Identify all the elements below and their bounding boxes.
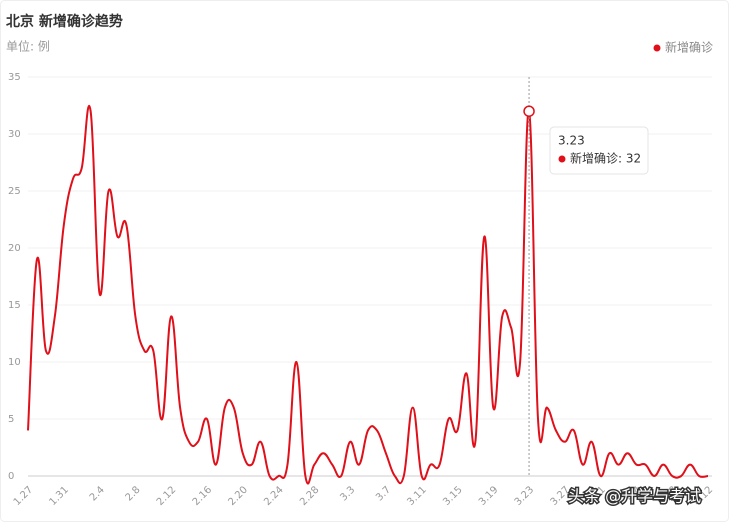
y-tick-label: 5 (8, 414, 14, 425)
chart-title: 北京 新增确诊趋势 (6, 13, 123, 30)
y-tick-label: 25 (8, 186, 21, 197)
tooltip-swatch (558, 155, 566, 163)
chart-subtitle: 单位: 例 (6, 39, 50, 54)
y-tick-label: 30 (8, 129, 21, 140)
tooltip-box (549, 126, 649, 175)
line (27, 104, 709, 485)
hover-point (523, 105, 535, 117)
tooltip-label: 新增确诊: 32 (570, 151, 641, 166)
y-tick-label: 0 (8, 471, 14, 482)
legend-swatch (653, 44, 661, 52)
y-tick-label: 35 (8, 72, 21, 83)
y-tick-label: 10 (8, 357, 21, 368)
legend-label: 新增确诊 (665, 40, 713, 55)
y-tick-label: 15 (8, 300, 21, 311)
y-tick-label: 20 (8, 243, 21, 254)
watermark: 头条 @升学与考试 (568, 487, 701, 506)
tooltip-title: 3.23 (558, 134, 585, 148)
